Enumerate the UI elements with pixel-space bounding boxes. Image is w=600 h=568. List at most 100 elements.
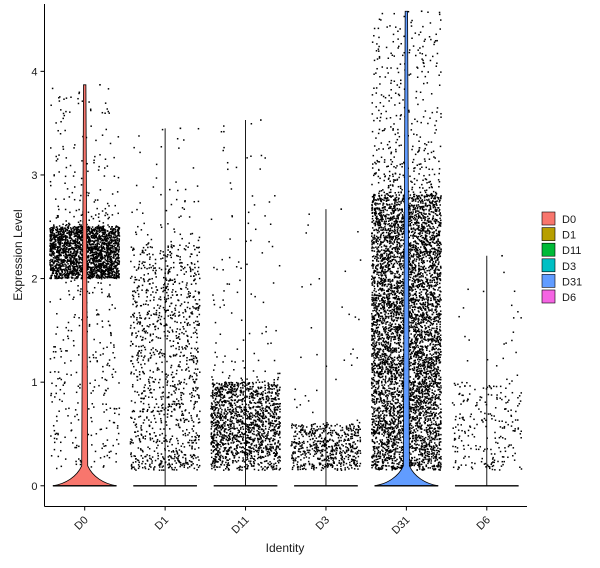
data-point [235, 166, 238, 169]
data-point [93, 338, 95, 341]
data-point [79, 271, 82, 273]
data-point [240, 415, 243, 418]
data-point [274, 453, 277, 455]
data-point [108, 359, 111, 361]
data-point [253, 204, 256, 206]
data-point [53, 233, 56, 235]
data-point [178, 282, 181, 285]
data-point [267, 384, 270, 387]
data-point [109, 253, 112, 255]
data-point [144, 390, 146, 392]
data-point [63, 98, 65, 100]
data-point [114, 371, 117, 373]
data-point [153, 267, 155, 269]
data-point [97, 230, 99, 232]
data-point [172, 451, 175, 453]
data-point [130, 316, 132, 318]
data-point [118, 275, 120, 278]
data-point [162, 469, 165, 471]
data-point [137, 464, 140, 466]
data-point [140, 229, 143, 231]
data-point [149, 246, 152, 248]
data-point [215, 394, 217, 396]
data-point [69, 237, 71, 239]
data-point [212, 416, 214, 418]
data-point [142, 422, 145, 424]
data-point [60, 254, 62, 257]
data-point [181, 262, 183, 264]
data-point [64, 237, 67, 240]
data-point [147, 289, 149, 292]
data-point [77, 267, 79, 269]
data-point [171, 463, 173, 466]
data-point [131, 294, 134, 296]
data-point [256, 424, 258, 426]
data-point [155, 313, 158, 316]
data-point [140, 352, 142, 354]
data-point [134, 424, 137, 426]
data-point [90, 247, 92, 249]
data-point [223, 396, 226, 398]
data-point [190, 456, 193, 458]
data-point [92, 217, 95, 220]
data-point [268, 447, 271, 450]
data-point [76, 265, 79, 268]
data-point [144, 438, 147, 440]
data-point [99, 252, 101, 254]
data-point [51, 229, 53, 231]
data-point [101, 248, 103, 250]
data-point [64, 248, 67, 250]
data-point [51, 244, 53, 246]
data-point [51, 251, 54, 254]
data-point [225, 383, 228, 385]
data-point [90, 227, 93, 230]
data-point [80, 237, 83, 239]
data-point [219, 414, 222, 416]
data-point [89, 246, 91, 249]
data-point [64, 256, 66, 258]
data-point [180, 394, 183, 397]
data-point [219, 399, 221, 402]
data-point [92, 268, 95, 271]
data-point [94, 272, 96, 275]
data-point [88, 325, 91, 327]
data-point [135, 469, 137, 471]
data-point [106, 268, 108, 270]
data-point [245, 453, 247, 456]
data-point [130, 452, 132, 454]
data-point [221, 393, 224, 396]
data-point [135, 423, 138, 425]
data-point [249, 401, 251, 404]
data-point [169, 279, 171, 282]
data-point [160, 453, 163, 455]
data-point [159, 463, 162, 466]
data-point [253, 414, 256, 417]
data-point [147, 446, 149, 448]
data-point [275, 467, 278, 469]
data-point [226, 384, 229, 386]
data-point [59, 246, 61, 249]
data-point [175, 331, 178, 333]
data-point [114, 251, 116, 254]
data-point [253, 397, 256, 399]
data-point [66, 335, 69, 338]
data-point [190, 275, 192, 277]
data-point [215, 389, 218, 391]
data-point [130, 465, 133, 467]
data-point [64, 175, 67, 178]
data-point [140, 363, 142, 366]
data-point [105, 244, 108, 246]
data-point [113, 237, 116, 239]
data-point [93, 228, 95, 230]
data-point [50, 392, 53, 395]
data-point [148, 267, 150, 269]
data-point [97, 239, 99, 241]
data-point [252, 439, 254, 442]
data-point [110, 450, 112, 453]
data-point [180, 450, 183, 453]
data-point [226, 283, 229, 285]
data-point [96, 228, 99, 230]
data-point [78, 231, 81, 234]
data-point [69, 244, 72, 247]
data-point [88, 219, 90, 221]
